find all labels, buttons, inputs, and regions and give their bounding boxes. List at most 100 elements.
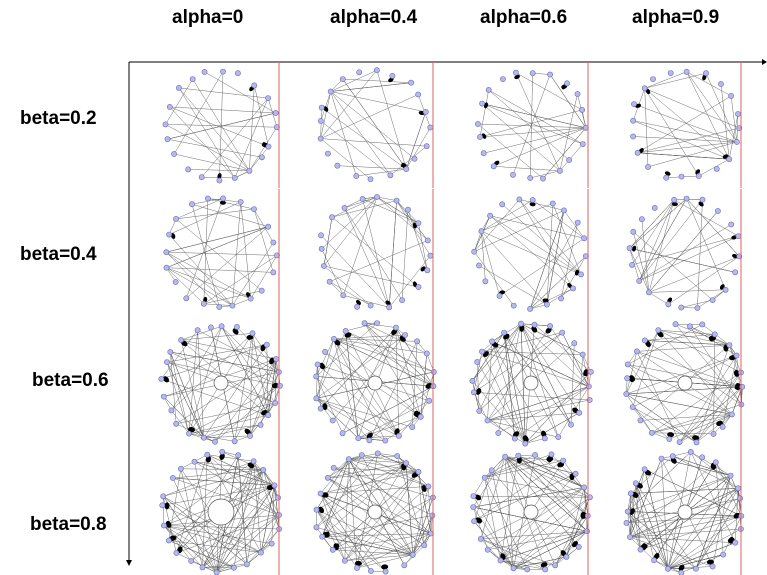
network-edge bbox=[180, 339, 205, 438]
network-node bbox=[243, 561, 250, 568]
network-node bbox=[630, 228, 637, 235]
network-edge bbox=[696, 345, 730, 443]
network-node bbox=[564, 80, 570, 87]
network-edge bbox=[640, 515, 742, 550]
network-node bbox=[330, 464, 337, 471]
network-node bbox=[341, 204, 348, 211]
network-node bbox=[158, 376, 165, 382]
network-edge bbox=[216, 461, 254, 573]
network-node bbox=[735, 111, 741, 117]
network-edge bbox=[499, 238, 585, 297]
network-edge bbox=[203, 424, 261, 438]
network-edge bbox=[401, 209, 409, 301]
network-node bbox=[474, 121, 481, 127]
network-node bbox=[515, 452, 522, 459]
network-node bbox=[516, 196, 523, 203]
network-node bbox=[318, 232, 324, 239]
arrowhead-mark bbox=[514, 74, 520, 80]
network-node bbox=[637, 417, 644, 424]
edge-group bbox=[320, 196, 431, 308]
network-node bbox=[317, 135, 324, 142]
network-edge bbox=[333, 338, 359, 439]
network-edge bbox=[635, 483, 697, 569]
network-node bbox=[409, 424, 416, 430]
network-edge bbox=[315, 376, 343, 434]
network-edge bbox=[418, 471, 425, 546]
network-edge bbox=[358, 435, 399, 439]
network-edge bbox=[330, 69, 378, 92]
network-edge bbox=[479, 89, 489, 138]
network-edge bbox=[395, 327, 422, 417]
network-edge bbox=[690, 451, 736, 543]
network-edge bbox=[181, 333, 253, 341]
network-edge bbox=[377, 453, 419, 473]
network-node bbox=[632, 480, 639, 487]
network-edge bbox=[560, 255, 587, 299]
network-edge bbox=[489, 215, 582, 275]
arrowhead-group bbox=[319, 328, 432, 439]
network-node bbox=[395, 432, 402, 439]
network-edge bbox=[636, 351, 743, 388]
network-edge bbox=[481, 215, 491, 232]
network-node bbox=[634, 149, 641, 156]
network-edge bbox=[583, 487, 589, 516]
network-edge bbox=[364, 323, 422, 417]
network-edge bbox=[188, 169, 250, 172]
network-edge bbox=[696, 414, 733, 443]
network-edge bbox=[679, 386, 743, 443]
network-edge bbox=[483, 127, 586, 154]
network-edge bbox=[473, 507, 488, 550]
network-node bbox=[629, 404, 636, 410]
network-edge bbox=[555, 531, 588, 566]
network-edge bbox=[487, 399, 590, 421]
network-node bbox=[710, 430, 717, 437]
network-edge bbox=[626, 329, 659, 395]
network-node bbox=[220, 68, 226, 75]
network-node bbox=[374, 320, 380, 326]
network-edge bbox=[712, 475, 731, 567]
arrowhead-group bbox=[635, 74, 729, 176]
network-node bbox=[713, 165, 720, 172]
network-edge bbox=[249, 402, 276, 437]
network-edge bbox=[168, 201, 241, 235]
network-edge bbox=[163, 496, 248, 565]
network-edge bbox=[343, 196, 378, 296]
network-edge bbox=[234, 333, 253, 442]
network-edge bbox=[633, 231, 713, 301]
network-edge bbox=[344, 459, 350, 561]
network-edge bbox=[376, 70, 407, 170]
network-edge bbox=[356, 168, 407, 177]
network-node bbox=[166, 104, 173, 110]
edge-group bbox=[320, 69, 431, 180]
network-edge bbox=[253, 208, 274, 243]
network-edge bbox=[484, 477, 501, 561]
horizontal-axis-arrowhead bbox=[762, 59, 767, 65]
arrowhead-group bbox=[475, 324, 589, 443]
network-edge bbox=[316, 527, 334, 550]
network-node bbox=[555, 434, 562, 440]
network-edge bbox=[481, 230, 582, 275]
arrowhead-mark bbox=[629, 375, 635, 383]
network-edge bbox=[204, 71, 276, 114]
network-node bbox=[470, 389, 477, 396]
network-edge bbox=[163, 525, 235, 568]
network-node bbox=[359, 195, 366, 202]
network-edge bbox=[362, 198, 419, 224]
network-node bbox=[318, 245, 325, 252]
network-edge bbox=[474, 199, 520, 252]
network-node bbox=[576, 409, 583, 416]
network-edge bbox=[191, 203, 269, 227]
network-edge bbox=[632, 235, 739, 266]
network-edge bbox=[487, 325, 551, 421]
arrowhead-mark bbox=[421, 485, 427, 492]
arrowhead-mark bbox=[698, 201, 704, 207]
network-edge bbox=[686, 71, 738, 143]
network-edge bbox=[644, 72, 707, 89]
network-edge bbox=[633, 120, 730, 160]
network-node bbox=[540, 175, 546, 182]
network-edge bbox=[648, 210, 719, 293]
network-edge bbox=[667, 542, 736, 570]
arrowhead-mark bbox=[664, 171, 671, 176]
network-node bbox=[186, 430, 192, 437]
network-node bbox=[694, 305, 701, 311]
